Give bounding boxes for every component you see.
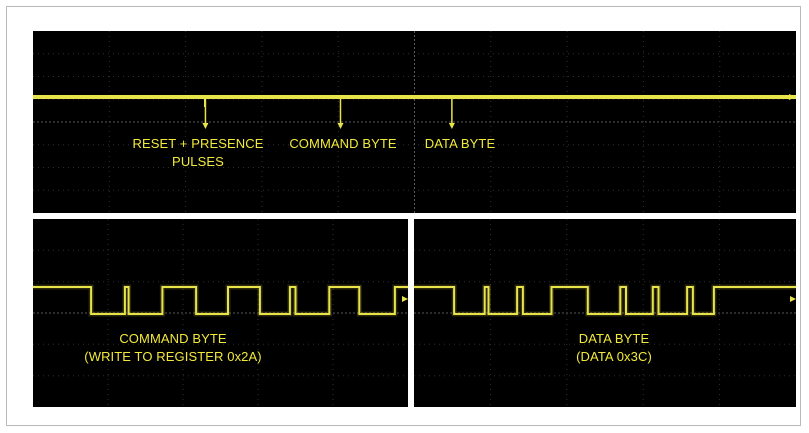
command-byte-caption-line2: (WRITE TO REGISTER 0x2A) <box>84 349 262 364</box>
byte-signal-glow <box>33 284 408 317</box>
annotation-reset-line1: RESET + PRESENCE <box>132 136 264 151</box>
data-byte-trace-plot <box>414 219 796 407</box>
command-byte-trace-plot <box>33 219 408 407</box>
annotation-reset-presence: RESET + PRESENCE PULSES <box>128 135 268 171</box>
annotation-arrowhead-reset <box>202 123 209 129</box>
oscilloscope-data-byte-panel: DATA BYTE (DATA 0x3C) <box>414 219 796 407</box>
byte-signal-glow <box>414 284 796 317</box>
oscilloscope-overview-panel: RESET + PRESENCE PULSES COMMAND BYTE DAT… <box>33 31 796 213</box>
overview-trace-plot <box>33 31 796 213</box>
command-byte-caption: COMMAND BYTE (WRITE TO REGISTER 0x2A) <box>73 330 273 366</box>
annotation-arrowhead-command <box>337 123 344 129</box>
trigger-level-marker <box>789 94 796 100</box>
trigger-level-marker <box>790 296 796 302</box>
annotation-data-line1: DATA BYTE <box>424 136 496 151</box>
data-byte-caption-line1: DATA BYTE <box>578 331 650 346</box>
byte-signal-trace <box>414 286 796 315</box>
annotation-data-byte: DATA BYTE <box>405 135 515 153</box>
data-byte-caption: DATA BYTE (DATA 0x3C) <box>544 330 684 366</box>
data-byte-caption-line2: (DATA 0x3C) <box>576 349 652 364</box>
byte-signal-trace <box>33 286 408 315</box>
oscilloscope-command-byte-panel: COMMAND BYTE (WRITE TO REGISTER 0x2A) <box>33 219 408 407</box>
annotation-reset-line2: PULSES <box>172 154 224 169</box>
annotation-command-line1: COMMAND BYTE <box>289 136 397 151</box>
trigger-level-marker <box>402 296 408 302</box>
command-byte-caption-line1: COMMAND BYTE <box>119 331 227 346</box>
annotation-command-byte: COMMAND BYTE <box>278 135 408 153</box>
annotation-arrowhead-data <box>448 123 455 129</box>
